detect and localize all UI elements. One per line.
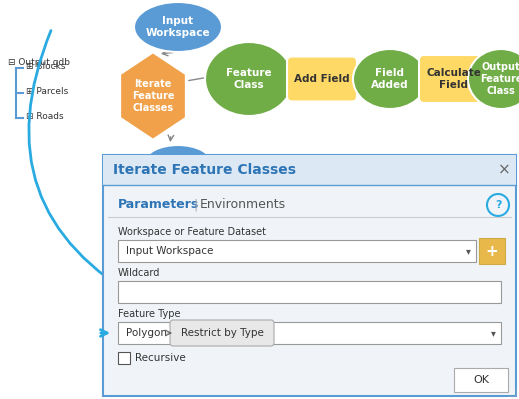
FancyBboxPatch shape bbox=[118, 352, 130, 364]
Text: |: | bbox=[193, 198, 197, 211]
Text: Feature
Class: Feature Class bbox=[226, 68, 272, 90]
Ellipse shape bbox=[468, 49, 519, 109]
Text: Input Workspace: Input Workspace bbox=[126, 246, 213, 256]
Polygon shape bbox=[120, 52, 186, 140]
Text: ⊞ Parcels: ⊞ Parcels bbox=[26, 87, 69, 96]
Text: Recursive: Recursive bbox=[135, 353, 186, 363]
Text: ×: × bbox=[498, 162, 510, 178]
Ellipse shape bbox=[205, 42, 293, 116]
Text: Output
Feature
Class: Output Feature Class bbox=[480, 61, 519, 97]
FancyBboxPatch shape bbox=[479, 238, 505, 264]
Ellipse shape bbox=[353, 49, 427, 109]
FancyBboxPatch shape bbox=[287, 57, 357, 101]
Text: Input
Workspace: Input Workspace bbox=[146, 16, 210, 38]
Text: Environments: Environments bbox=[200, 198, 286, 211]
Text: ?: ? bbox=[495, 200, 501, 210]
Text: ▾: ▾ bbox=[466, 246, 470, 256]
Text: ⊞ Blocks: ⊞ Blocks bbox=[26, 62, 65, 71]
Text: Workspace or Feature Dataset: Workspace or Feature Dataset bbox=[118, 227, 266, 237]
Text: ⊟ Output.gdb: ⊟ Output.gdb bbox=[8, 58, 70, 67]
FancyBboxPatch shape bbox=[118, 322, 501, 344]
Text: +: + bbox=[486, 243, 498, 259]
FancyBboxPatch shape bbox=[118, 240, 476, 262]
Text: Parameters: Parameters bbox=[118, 198, 199, 211]
Text: Calculate
Field: Calculate Field bbox=[427, 68, 482, 90]
Text: Field
Added: Field Added bbox=[371, 68, 409, 90]
Text: Feature Type: Feature Type bbox=[118, 309, 181, 319]
Ellipse shape bbox=[145, 145, 211, 179]
FancyBboxPatch shape bbox=[118, 281, 501, 303]
Ellipse shape bbox=[134, 2, 222, 52]
Text: Name: Name bbox=[161, 157, 195, 167]
Text: Iterate Feature Classes: Iterate Feature Classes bbox=[113, 163, 296, 177]
Text: Restrict by Type: Restrict by Type bbox=[181, 328, 264, 338]
Text: Add Field: Add Field bbox=[294, 74, 350, 84]
Text: Iterate
Feature
Classes: Iterate Feature Classes bbox=[132, 79, 174, 113]
FancyBboxPatch shape bbox=[454, 368, 508, 392]
Text: ▾: ▾ bbox=[490, 328, 496, 338]
FancyBboxPatch shape bbox=[103, 155, 516, 396]
FancyArrowPatch shape bbox=[29, 31, 145, 303]
FancyBboxPatch shape bbox=[103, 155, 516, 185]
Text: OK: OK bbox=[473, 375, 489, 385]
Text: Polygon: Polygon bbox=[126, 328, 167, 338]
Text: ⊟ Roads: ⊟ Roads bbox=[26, 112, 64, 121]
Text: Wildcard: Wildcard bbox=[118, 268, 160, 278]
FancyBboxPatch shape bbox=[419, 55, 489, 103]
FancyBboxPatch shape bbox=[170, 320, 274, 346]
